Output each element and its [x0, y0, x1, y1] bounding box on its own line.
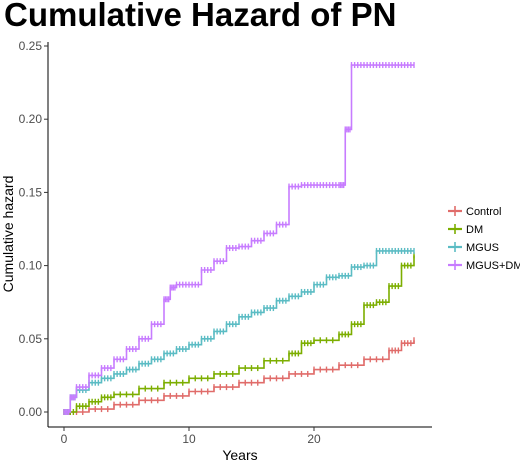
series-dm	[63, 252, 415, 415]
x-tick-label: 20	[307, 432, 321, 446]
y-tick-label: 0.20	[19, 112, 43, 126]
y-tick-label: 0.00	[19, 405, 43, 419]
legend-label: MGUS+DM	[466, 260, 520, 272]
y-axis-title: Cumulative hazard	[0, 176, 16, 293]
x-axis-title: Years	[222, 447, 257, 463]
y-tick-label: 0.10	[19, 259, 43, 273]
chart-title: Cumulative Hazard of PN	[4, 0, 397, 33]
legend-item: Control	[448, 206, 501, 218]
legend: Control DM MGUS MGUS+DM	[448, 206, 520, 272]
legend-label: MGUS	[466, 242, 499, 254]
axes	[47, 42, 432, 428]
series-line	[64, 255, 415, 413]
legend-item: DM	[448, 224, 483, 236]
series-mgus	[63, 247, 415, 415]
x-tick-label: 10	[182, 432, 196, 446]
legend-label: DM	[466, 224, 483, 236]
series-line	[64, 340, 415, 413]
y-tick-label: 0.25	[19, 39, 43, 53]
legend-label: Control	[466, 206, 501, 218]
legend-item: MGUS	[448, 242, 499, 254]
x-tick-label: 0	[61, 432, 68, 446]
y-tick-label: 0.05	[19, 332, 43, 346]
plot-series	[63, 62, 415, 415]
y-ticks: 0.00 0.05 0.10 0.15 0.20 0.25	[19, 39, 48, 419]
x-ticks: 0 10 20	[61, 427, 321, 446]
series-mgus-dm	[63, 62, 415, 415]
legend-item: MGUS+DM	[448, 260, 520, 272]
y-tick-label: 0.15	[19, 185, 43, 199]
